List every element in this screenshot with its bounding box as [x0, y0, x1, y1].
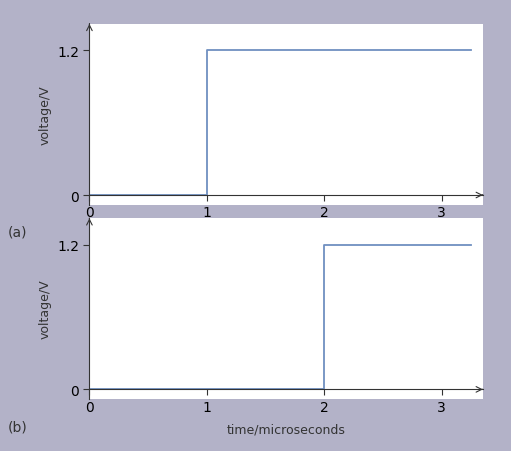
Y-axis label: voltage/V: voltage/V [38, 279, 52, 339]
Text: (a): (a) [8, 226, 28, 239]
X-axis label: time/microseconds: time/microseconds [227, 228, 345, 241]
X-axis label: time/microseconds: time/microseconds [227, 422, 345, 435]
Text: (b): (b) [8, 419, 28, 433]
Y-axis label: voltage/V: voltage/V [38, 85, 52, 145]
